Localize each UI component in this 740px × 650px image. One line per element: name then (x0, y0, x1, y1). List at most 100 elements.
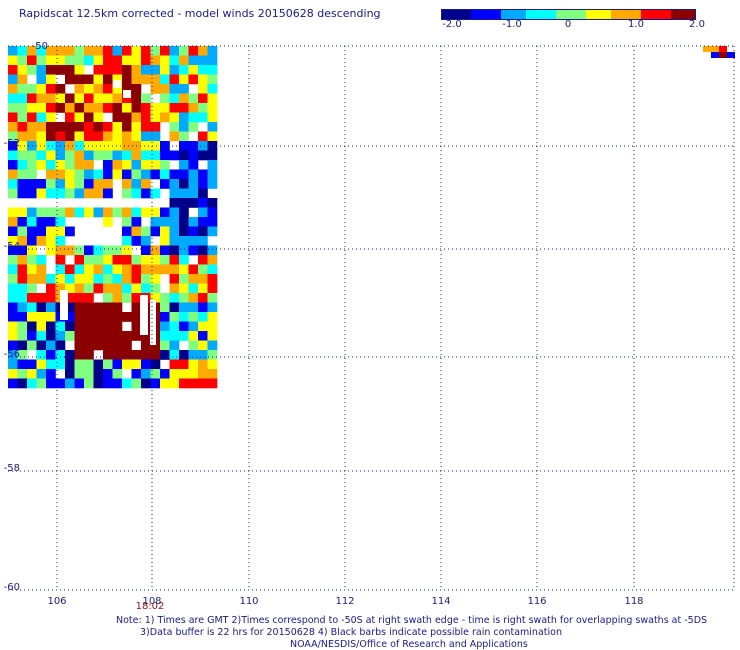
swath-cell (122, 255, 132, 265)
swath-cell (160, 160, 170, 170)
swath-cell (93, 378, 104, 389)
swath-cell (169, 169, 180, 180)
swath-cell (150, 55, 161, 66)
swath-cell (122, 103, 132, 113)
swath-cell (17, 236, 28, 246)
swath-cell (179, 274, 189, 284)
swath-cell (17, 369, 28, 379)
colorbar-segment (656, 9, 662, 20)
swath-cell (93, 340, 104, 351)
swath-cell (103, 55, 113, 66)
swath-gap (113, 80, 121, 88)
swath-cell (46, 150, 56, 161)
swath-cell (150, 150, 161, 161)
swath-cell (198, 245, 208, 256)
swath-cell (65, 169, 75, 180)
swath-cell (36, 103, 47, 113)
swath-cell (198, 226, 208, 237)
swath-cell (150, 188, 161, 199)
swath-cell (122, 293, 132, 303)
swath-cell (188, 312, 199, 322)
swath-cell (103, 217, 113, 227)
swath-cell (112, 255, 123, 265)
swath-cell (65, 150, 75, 161)
swath-cell (103, 274, 113, 284)
swath-cell (207, 255, 218, 265)
swath-cell (17, 255, 28, 265)
lat-label-52: -52 (4, 138, 20, 149)
swath-cell (150, 141, 161, 151)
swath-cell (27, 245, 37, 256)
swath-cell (169, 245, 180, 256)
swath-cell (17, 359, 28, 370)
swath-cell (131, 312, 142, 322)
swath-cell (198, 378, 208, 389)
colorbar-segment (626, 9, 632, 20)
swath-cell (160, 245, 170, 256)
colorbar-segment (551, 9, 557, 20)
swath-cell (46, 245, 56, 256)
swath-cell (198, 93, 208, 104)
colorbar-segment (621, 9, 627, 20)
note-line-1: Note: 1) Times are GMT 2)Times correspon… (116, 615, 708, 626)
swath-cell (160, 55, 170, 66)
swath-cell (122, 55, 132, 66)
swath-cell (122, 74, 132, 85)
swath-cell (188, 188, 199, 199)
swath-cell (150, 65, 161, 75)
swath-cell (93, 207, 104, 218)
swath-cell (112, 169, 123, 180)
swath-cell (160, 226, 170, 237)
swath-cell (179, 46, 189, 56)
swath-cell (141, 236, 151, 246)
colorbar-segment (556, 9, 562, 20)
swath-cell (122, 122, 132, 132)
swath-cell (103, 350, 113, 360)
swath-cell (17, 188, 28, 199)
corner-swath-cell (719, 52, 727, 58)
swath-cell (93, 188, 104, 199)
swath-cell (36, 188, 47, 199)
swath-cell (46, 46, 56, 56)
swath-cell (8, 207, 18, 218)
swath-cell (150, 245, 161, 256)
swath-cell (84, 112, 94, 123)
swath-cell (8, 84, 18, 94)
swath-cell (17, 150, 28, 161)
swath-cell (17, 160, 28, 170)
colorbar-segment (541, 9, 547, 20)
swath-cell (131, 369, 142, 379)
swath-cell (131, 46, 142, 56)
swath-cell (198, 169, 208, 180)
swath-cell (84, 293, 94, 303)
swath-cell (46, 122, 56, 132)
swath-cell (169, 103, 180, 113)
swath-cell (27, 331, 37, 341)
swath-cell (141, 55, 151, 66)
colorbar-segment (496, 9, 502, 20)
swath-cell (188, 264, 199, 275)
swath-cell (141, 255, 151, 265)
swath-cell (93, 131, 104, 142)
swath-cell (150, 207, 161, 218)
swath-cell (169, 359, 180, 370)
swath-cell (160, 74, 170, 85)
swath-cell (65, 378, 75, 389)
swath-cell (160, 264, 170, 275)
swath-cell (65, 103, 75, 113)
swath-cell (36, 122, 47, 132)
swath-cell (55, 65, 66, 75)
swath-cell (84, 350, 94, 360)
lat-label-54: -54 (4, 241, 20, 252)
colorbar-segment (441, 9, 447, 20)
swath-cell (122, 150, 132, 161)
swath-cell (141, 103, 151, 113)
swath-cell (17, 350, 28, 360)
swath-cell (179, 217, 189, 227)
swath-cell (198, 55, 208, 66)
swath-cell (17, 179, 28, 189)
swath-cell (198, 179, 208, 189)
colorbar-segment (511, 9, 517, 20)
swath-cell (169, 236, 180, 246)
swath-cell (169, 198, 180, 208)
